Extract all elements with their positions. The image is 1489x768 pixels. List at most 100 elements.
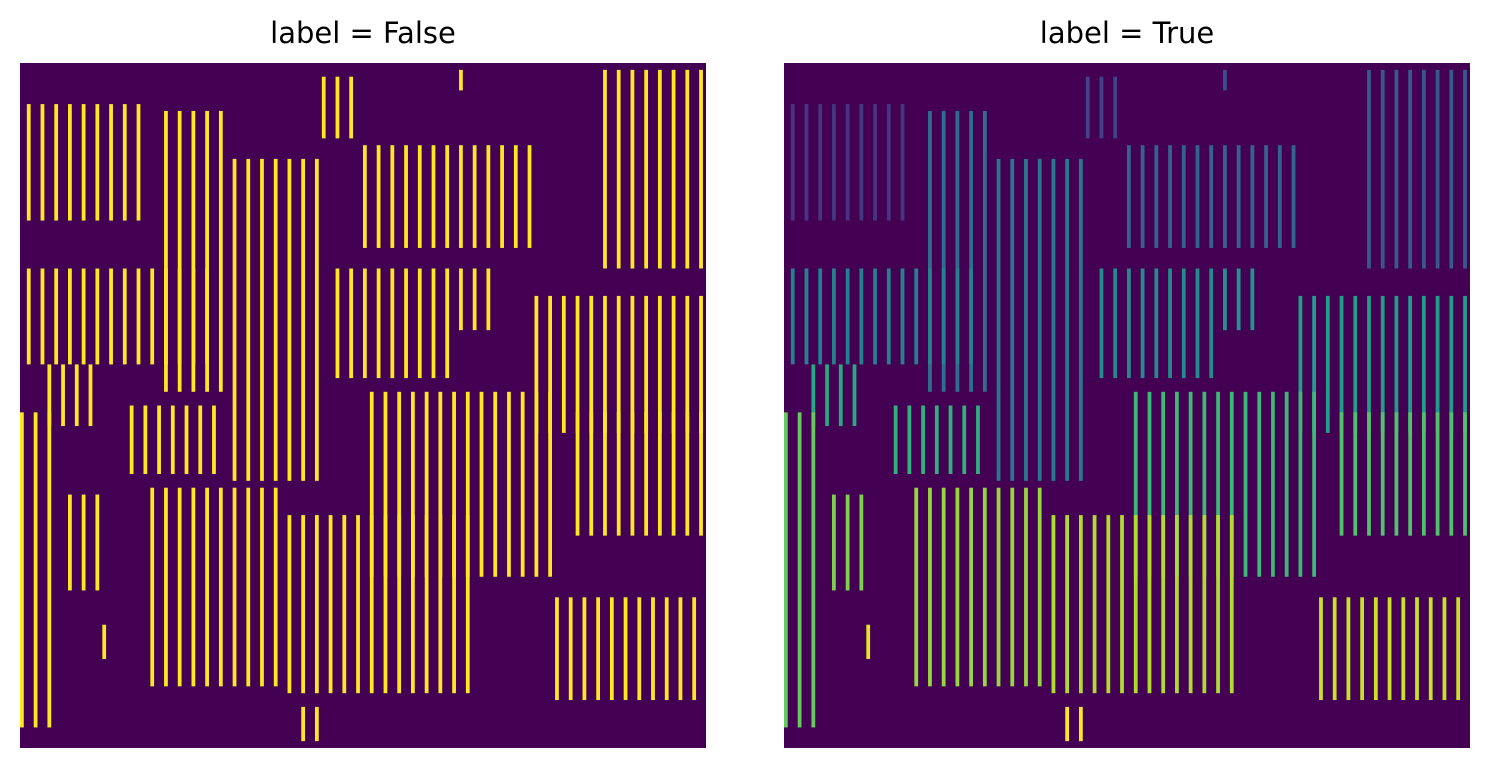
mask-stripe [246, 158, 251, 481]
mask-stripe [260, 487, 264, 687]
mask-stripe [1271, 391, 1275, 577]
mask-stripe [1133, 515, 1138, 694]
mask-stripe [630, 412, 635, 536]
mask-stripe [1380, 412, 1385, 536]
region-20 [555, 597, 697, 701]
region-1 [26, 104, 141, 221]
region-9 [1099, 268, 1214, 379]
mask-stripe [184, 405, 189, 474]
mask-stripe [859, 104, 864, 221]
mask-stripe [657, 69, 662, 269]
mask-stripe [143, 405, 148, 474]
region-11 [534, 295, 703, 433]
mask-stripe [914, 268, 919, 365]
mask-stripe [1147, 515, 1152, 694]
mask-stripe [811, 412, 816, 728]
mask-stripe [811, 364, 816, 427]
mask-stripe [1442, 597, 1447, 701]
mask-stripe [1161, 515, 1166, 694]
mask-stripe [561, 295, 566, 433]
mask-stripe [1339, 295, 1344, 433]
mask-stripe [555, 597, 559, 701]
mask-stripe [390, 145, 395, 248]
mask-stripe [1408, 412, 1413, 536]
mask-stripe [260, 158, 264, 481]
mask-stripe [575, 295, 580, 433]
mask-stripe [164, 268, 168, 365]
mask-stripe [900, 268, 905, 365]
mask-stripe [996, 158, 1001, 481]
mask-stripe [493, 391, 498, 577]
mask-stripe [54, 268, 59, 365]
mask-stripe [520, 391, 525, 577]
mask-stripe [644, 412, 649, 536]
mask-stripe [685, 412, 690, 536]
mask-stripe [1209, 145, 1214, 248]
mask-stripe [1140, 145, 1145, 248]
mask-stripe [637, 597, 642, 701]
mask-stripe [1367, 295, 1371, 433]
mask-stripe [644, 295, 649, 433]
mask-stripe [1140, 268, 1145, 379]
mask-stripe [866, 624, 871, 659]
mask-stripe [20, 412, 24, 728]
mask-stripe [513, 145, 518, 248]
mask-stripe [928, 487, 932, 687]
mask-stripe [1202, 515, 1207, 694]
mask-stripe [644, 69, 649, 269]
region-2 [321, 76, 354, 139]
mask-stripe [1113, 268, 1118, 379]
mask-stripe [157, 405, 161, 474]
mask-stripe [699, 69, 703, 269]
mask-stripe [102, 624, 107, 659]
region-8 [26, 268, 209, 365]
mask-stripe [1312, 391, 1316, 577]
mask-stripe [664, 597, 669, 701]
region-6 [928, 110, 987, 392]
mask-stripe [273, 158, 278, 481]
mask-stripe [818, 268, 823, 365]
mask-stripe [921, 405, 925, 474]
region-18 [914, 487, 1042, 687]
mask-stripe [609, 597, 614, 701]
mask-stripe [26, 268, 31, 365]
mask-stripe [1229, 515, 1234, 694]
region-11 [1298, 295, 1467, 433]
region-5 [363, 145, 532, 248]
mask-stripe [397, 515, 402, 694]
mask-stripe [109, 104, 113, 221]
mask-stripe [1415, 597, 1419, 701]
mask-stripe [1367, 412, 1371, 536]
mask-stripe [472, 145, 477, 248]
mask-stripe [548, 295, 552, 433]
region-21 [102, 624, 107, 659]
region-14 [1133, 391, 1316, 577]
mask-stripe [1463, 295, 1467, 433]
region-9 [335, 268, 450, 379]
mask-stripe [699, 412, 703, 536]
mask-stripe [301, 706, 306, 742]
mask-stripe [1435, 295, 1440, 433]
mask-stripe [191, 487, 196, 687]
mask-stripe [1367, 69, 1371, 269]
mask-stripe [390, 268, 395, 379]
mask-stripe [845, 104, 850, 221]
mask-stripe [301, 158, 306, 481]
mask-stripe [955, 110, 960, 392]
mask-stripe [164, 110, 168, 392]
mask-stripe [356, 515, 360, 694]
mask-stripe [88, 364, 93, 427]
mask-stripe [74, 364, 79, 427]
mask-stripe [603, 295, 607, 433]
mask-stripe [54, 104, 59, 221]
mask-stripe [1181, 268, 1186, 379]
mask-stripe [1236, 145, 1241, 248]
mask-stripe [465, 391, 470, 577]
mask-stripe [1209, 268, 1214, 379]
mask-stripe [1360, 597, 1365, 701]
mask-stripe [205, 268, 209, 365]
mask-stripe [886, 268, 891, 365]
mask-stripe [150, 487, 155, 687]
mask-stripe [383, 515, 388, 694]
mask-stripe [404, 145, 408, 248]
